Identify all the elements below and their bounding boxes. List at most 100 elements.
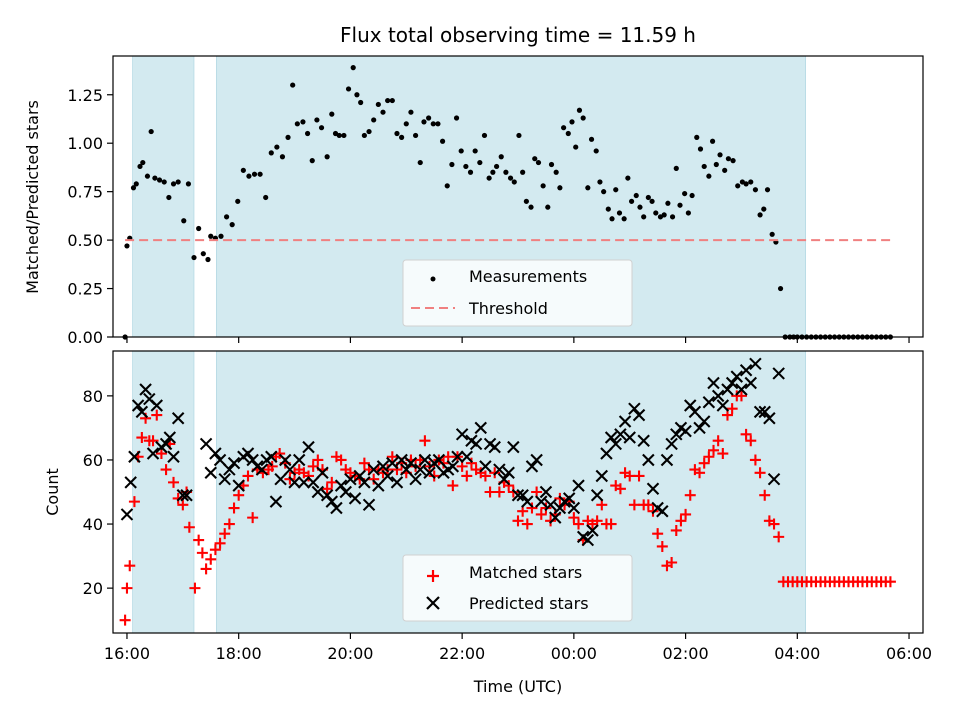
measurement-point <box>645 194 651 201</box>
matched-star-point <box>745 435 757 447</box>
predicted-star-point <box>167 450 180 463</box>
predicted-star-point <box>548 511 562 524</box>
measurement-point <box>516 132 522 139</box>
measurement-point <box>417 159 423 166</box>
measurement-point <box>777 285 784 292</box>
measurement-point <box>685 210 691 216</box>
predicted-star-point <box>623 431 636 444</box>
top-ytick-label-2: 0.50 <box>67 231 103 250</box>
matched-star-point <box>759 489 771 501</box>
measurement-point <box>148 128 154 135</box>
predicted-star-point <box>209 447 222 460</box>
measurement-point <box>439 138 446 144</box>
matched-star-point <box>642 499 654 511</box>
predicted-star-point <box>590 488 604 502</box>
measurement-point <box>682 190 688 197</box>
matched-star-point <box>189 582 201 594</box>
measurement-point <box>511 179 517 185</box>
matched-star-point <box>303 470 315 482</box>
measurement-point <box>520 169 526 175</box>
matched-star-point <box>151 409 163 421</box>
measurement-point <box>540 183 546 189</box>
measurement-point <box>709 138 716 144</box>
measurement-point <box>477 159 483 166</box>
measurement-point <box>223 214 230 220</box>
predicted-star-point <box>721 383 734 396</box>
predicted-star-point <box>665 437 678 451</box>
measurement-point <box>263 194 269 201</box>
matched-star-point <box>358 457 370 469</box>
matched-star-point <box>726 403 738 415</box>
predicted-star-point <box>604 431 618 444</box>
predicted-star-point <box>679 424 692 438</box>
measurement-point <box>673 165 679 171</box>
xtick-label-3: 22:00 <box>439 644 485 663</box>
measurement-point <box>218 233 224 239</box>
predicted-star-point <box>628 402 641 415</box>
measurement-point <box>764 187 771 193</box>
measurement-point <box>140 159 146 166</box>
predicted-star-point <box>339 485 353 499</box>
legend-measurements-label: Measurements <box>469 267 587 286</box>
measurement-point <box>394 130 400 137</box>
measurement-point <box>580 115 586 121</box>
measurement-point <box>133 181 139 187</box>
measurement-point <box>641 214 647 220</box>
predicted-star-point <box>697 415 711 428</box>
predicted-star-point <box>618 415 632 428</box>
predicted-star-point <box>146 447 160 460</box>
bottom-ytick-label-2: 60 <box>83 451 103 470</box>
x-axis-label: Time (UTC) <box>473 677 562 696</box>
measurement-point <box>294 121 300 127</box>
xtick-label-6: 04:00 <box>774 644 820 663</box>
predicted-star-point <box>390 476 404 489</box>
predicted-star-point <box>223 463 236 476</box>
matched-star-point <box>242 470 254 482</box>
measurement-point <box>649 198 655 204</box>
measurement-point <box>637 204 643 210</box>
measurement-point <box>616 210 623 216</box>
predicted-stars-points <box>120 357 785 547</box>
measurement-point <box>503 169 509 175</box>
measurement-point <box>458 148 464 154</box>
measurement-point <box>208 233 214 239</box>
matched-star-point <box>183 521 195 533</box>
top-y-axis-label: Matched/Predicted stars <box>23 100 42 294</box>
measurement-point <box>403 121 409 127</box>
measurement-point <box>196 225 202 232</box>
top-ytick-label-3: 0.75 <box>67 183 103 202</box>
predicted-star-point <box>302 440 315 454</box>
predicted-star-point <box>325 495 339 508</box>
measurement-point <box>257 171 263 177</box>
predicted-star-point <box>488 440 501 454</box>
predicted-star-point <box>213 453 227 467</box>
measurement-point <box>472 148 478 154</box>
matched-star-point <box>526 502 538 514</box>
measurement-point <box>399 134 405 140</box>
measurement-point <box>341 132 347 139</box>
matched-star-point <box>274 448 286 460</box>
measurement-point <box>205 256 211 263</box>
predicted-star-point <box>265 450 278 463</box>
matched-star-point <box>193 534 205 546</box>
matched-star-point <box>712 435 724 447</box>
measurement-point <box>481 132 488 139</box>
predicted-star-point <box>753 405 767 419</box>
predicted-star-point <box>423 466 436 480</box>
predicted-star-point <box>413 463 427 476</box>
measurement-point <box>375 101 381 108</box>
matched-star-point <box>633 470 645 482</box>
matched-star-point <box>512 515 524 527</box>
predicted-star-point <box>353 469 366 483</box>
predicted-star-point <box>600 447 613 460</box>
predicted-star-point <box>702 396 716 409</box>
count-panel: 20 40 60 80 16:00 18:00 20:00 22:00 00:00 02:00 0… <box>43 350 932 696</box>
measurement-point <box>752 187 759 193</box>
predicted-star-point <box>562 492 576 505</box>
predicted-star-point <box>128 450 141 463</box>
bottom-ytick-label-1: 40 <box>83 515 103 534</box>
measurement-point <box>528 204 534 210</box>
measurement-point <box>625 175 631 181</box>
measurement-point <box>535 159 542 166</box>
bottom-y-axis-label: Count <box>43 468 62 516</box>
